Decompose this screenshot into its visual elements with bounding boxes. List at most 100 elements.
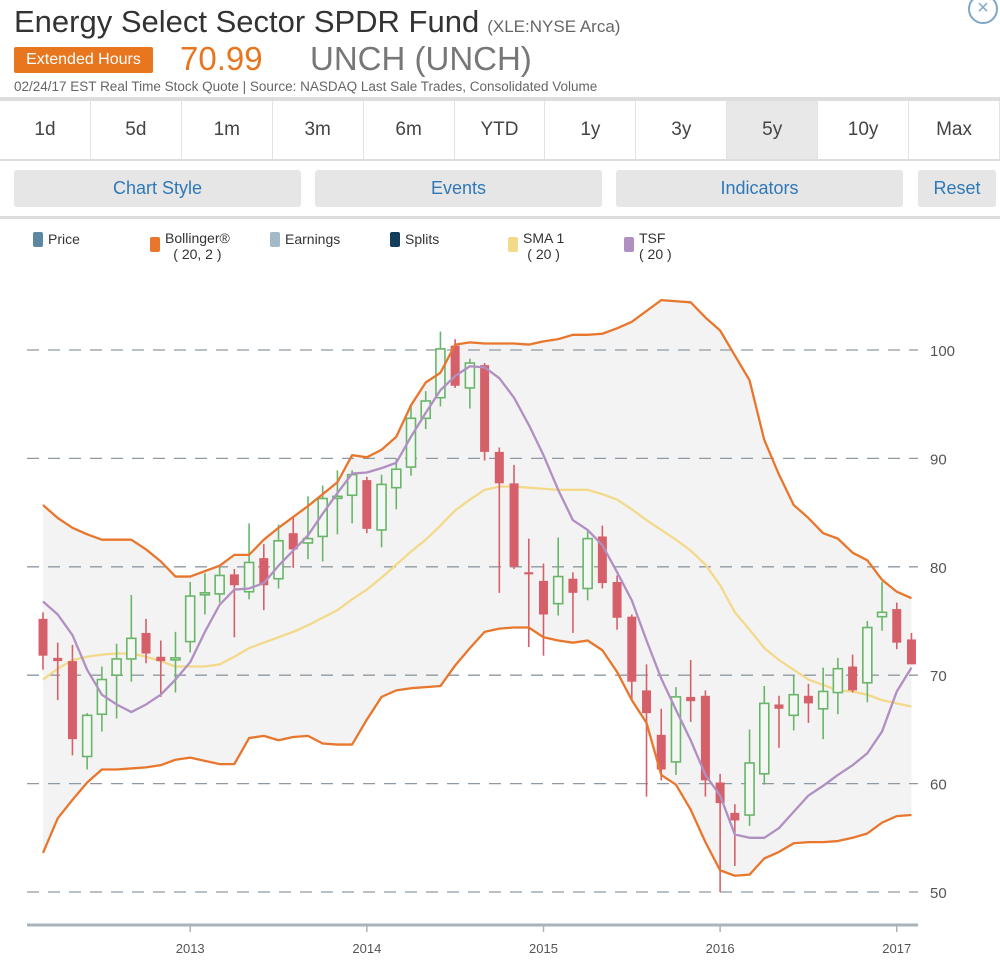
fund-name: Energy Select Sector SPDR Fund [14,4,480,39]
legend-label: Earnings [285,231,341,247]
candle-2015-11 [686,660,696,722]
tab-3m[interactable]: 3m [273,101,364,159]
candle-body [464,362,476,389]
candle-2012-10 [141,618,151,664]
last-price: 70.99 [180,40,263,77]
events-button[interactable]: Events [315,170,602,207]
candle-2014-12 [524,538,534,648]
candle-body [582,537,593,590]
legend-swatch [270,232,280,247]
legend-label: TSF [639,230,666,246]
y-tick-label: 70 [930,668,947,685]
candle-body [817,690,829,710]
candle-2014-02 [376,474,387,548]
tab-5d[interactable]: 5d [91,101,182,159]
candle-body [892,609,902,643]
candle-body [332,495,343,500]
candle-body [390,468,402,489]
candle-body [876,611,888,618]
chart-style-button[interactable]: Chart Style [14,170,301,207]
tab-3y[interactable]: 3y [636,101,728,159]
candle-body [597,536,607,584]
candle-2015-01 [538,563,548,656]
candle-2016-08 [817,667,829,740]
candle-body [229,574,239,586]
candle-2012-03 [38,612,48,670]
candle-2014-03 [390,458,402,510]
divider [0,216,1000,219]
candle-body [259,558,269,586]
candle-2012-12 [170,631,181,693]
candle-2012-06 [81,713,93,770]
candle-2016-04 [758,686,770,785]
candle-2014-11 [509,464,519,569]
tab-ytd[interactable]: YTD [455,101,546,159]
candle-2016-03 [744,729,755,826]
candle-2013-08 [288,515,298,568]
legend-params: ( 20 ) [527,246,560,262]
candle-body [509,483,519,567]
y-tick-label: 60 [930,777,947,794]
x-tick-label: 2016 [706,941,735,956]
tab-6m[interactable]: 6m [364,101,455,159]
legend-item[interactable]: TSF( 20 ) [624,230,672,262]
candle-2015-03 [568,572,578,633]
legend-item[interactable]: Earnings [270,230,340,247]
candle-body [758,702,770,775]
x-tick-label: 2013 [176,941,205,956]
legend-item[interactable]: SMA 1( 20 ) [508,230,564,262]
indicators-button[interactable]: Indicators [616,170,903,207]
candle-body [317,497,328,538]
candle-2016-09 [832,657,844,715]
tab-max[interactable]: Max [909,101,1000,159]
legend-item[interactable]: Price [33,230,80,247]
legend-item[interactable]: Splits [390,230,439,247]
candle-body [184,595,196,643]
candle-body [38,618,48,656]
candle-2013-03 [214,566,225,603]
legend-item[interactable]: Bollinger®( 20, 2 ) [150,230,230,262]
x-tick-label: 2014 [352,941,381,956]
tab-10y[interactable]: 10y [818,101,910,159]
candle-2016-07 [803,683,813,723]
candle-body [362,480,372,529]
tab-1d[interactable]: 1d [0,101,91,159]
bollinger-upper-line [42,298,912,600]
candle-body [214,574,225,595]
candle-2013-01 [184,581,196,653]
y-tick-label: 80 [930,560,947,577]
candle-body [744,762,755,816]
legend-label: Splits [405,231,440,247]
candle-body [81,714,93,758]
candle-2016-06 [788,675,800,731]
candle-2012-08 [111,643,122,719]
candle-2014-10 [494,447,504,593]
candle-body [141,632,151,654]
tab-1m[interactable]: 1m [182,101,273,159]
candle-2015-02 [552,537,564,616]
legend-label: Price [48,231,80,247]
candle-body [612,581,622,618]
candle-2015-05 [597,525,607,589]
price-chart: 50 60 70 80 90 100 2013 2014 2015 2016 2017 [27,298,955,956]
legend-swatch [33,232,43,247]
tab-5y[interactable]: 5y [727,101,819,159]
candle-2017-02 [906,632,916,665]
candle-body [627,616,637,682]
candle-body [715,782,725,804]
candle-2012-09 [126,594,137,682]
candle-body [730,812,740,821]
tab-1y[interactable]: 1y [545,101,637,159]
candle-body [199,592,211,596]
x-tick-label: 2017 [882,941,911,956]
close-icon[interactable]: × [968,0,998,24]
y-tick-label: 90 [930,451,947,468]
page-title: Energy Select Sector SPDR Fund (XLE:NYSE … [14,4,620,40]
candle-2014-05 [420,391,432,430]
candle-body [832,667,844,694]
candle-2016-11 [862,621,873,703]
tsf-line [42,365,913,839]
reset-button[interactable]: Reset [918,170,996,207]
legend-label: SMA 1 [523,230,565,246]
candle-2015-10 [670,687,682,775]
